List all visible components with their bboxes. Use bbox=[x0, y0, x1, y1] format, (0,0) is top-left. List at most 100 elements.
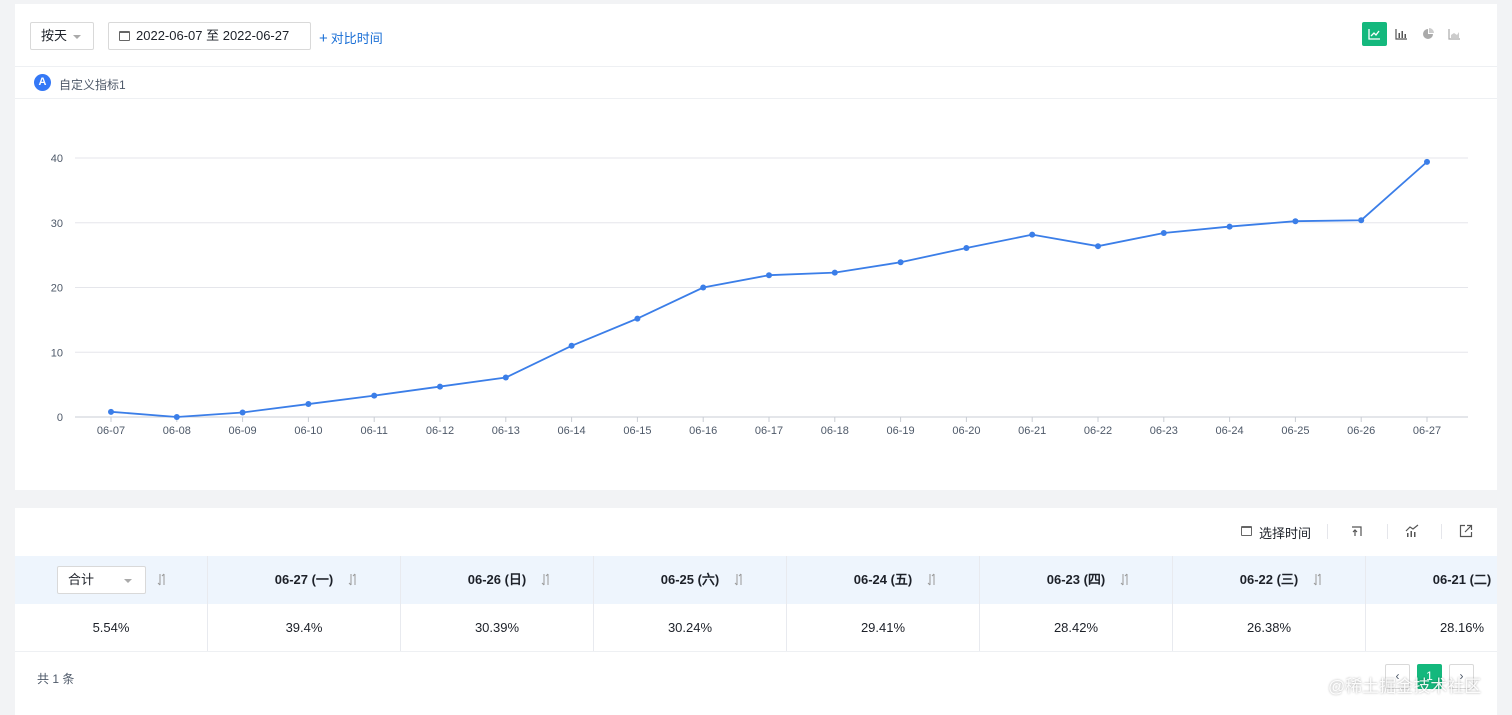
data-point bbox=[766, 272, 772, 279]
date-range-value: 2022-06-07 至 2022-06-27 bbox=[136, 28, 290, 43]
divider bbox=[1441, 524, 1442, 539]
granularity-select[interactable]: 按天 bbox=[30, 22, 94, 50]
page-button-current[interactable]: 1 bbox=[1417, 664, 1442, 689]
data-point bbox=[1358, 217, 1365, 224]
table-column-header[interactable]: 06-26 (日) bbox=[401, 556, 594, 604]
metric-badge: A bbox=[34, 74, 51, 91]
table-cell: 39.4% bbox=[208, 604, 401, 651]
metric-label[interactable]: 自定义指标1 bbox=[59, 78, 126, 92]
table-cell: 5.54% bbox=[15, 604, 208, 651]
table-cell: 26.38% bbox=[1173, 604, 1366, 651]
x-tick-label: 06-15 bbox=[623, 425, 651, 437]
column-header-label: 06-22 (三) bbox=[1239, 572, 1299, 587]
table-actions: 选择时间 bbox=[15, 508, 1497, 556]
total-count: 共 1 条 bbox=[37, 672, 75, 686]
x-tick-label: 06-18 bbox=[821, 425, 849, 437]
x-tick-label: 06-11 bbox=[361, 425, 388, 437]
sort-icon[interactable] bbox=[348, 573, 358, 586]
summary-select-value: 合计 bbox=[68, 572, 95, 587]
data-point bbox=[1226, 223, 1233, 230]
granularity-value: 按天 bbox=[41, 28, 68, 43]
y-tick-label: 20 bbox=[51, 283, 63, 295]
table-column-header[interactable]: 06-27 (一) bbox=[208, 556, 401, 604]
y-tick-label: 40 bbox=[51, 153, 63, 165]
data-point bbox=[1160, 229, 1167, 236]
divider bbox=[1327, 524, 1328, 539]
data-point bbox=[700, 284, 707, 291]
sort-icon[interactable] bbox=[157, 573, 167, 586]
transpose-icon[interactable] bbox=[1350, 524, 1364, 538]
table-column-header[interactable]: 06-22 (三) bbox=[1173, 556, 1366, 604]
series-line bbox=[110, 161, 1428, 418]
divider bbox=[1387, 524, 1388, 539]
compare-time-link[interactable]: + 对比时间 bbox=[319, 28, 383, 47]
x-tick-label: 06-08 bbox=[163, 425, 191, 437]
x-tick-label: 06-20 bbox=[952, 425, 980, 437]
data-point bbox=[634, 315, 641, 322]
bar-chart-view-button[interactable] bbox=[1389, 22, 1414, 46]
table-cell: 28.16% bbox=[1366, 604, 1497, 651]
sort-icon[interactable] bbox=[734, 573, 744, 586]
y-tick-label: 0 bbox=[57, 412, 63, 424]
pie-chart-icon bbox=[1423, 28, 1434, 39]
data-point bbox=[502, 374, 509, 381]
data-point bbox=[1292, 218, 1299, 225]
sort-icon[interactable] bbox=[927, 573, 937, 586]
data-point bbox=[437, 383, 443, 390]
line-chart: 0 10 20 30 40 06-07 06-08 06-09 06-10 06-11 06-12 0… bbox=[51, 153, 1468, 437]
summary-select[interactable]: 合计 bbox=[57, 566, 146, 594]
y-tick-label: 30 bbox=[51, 218, 63, 230]
x-tick-label: 06-25 bbox=[1281, 425, 1309, 437]
table-cell: 29.41% bbox=[787, 604, 980, 651]
x-tick-label: 06-23 bbox=[1150, 425, 1178, 437]
x-tick-label: 06-10 bbox=[294, 425, 322, 437]
x-tick-label: 06-17 bbox=[755, 425, 783, 437]
export-icon[interactable] bbox=[1459, 524, 1473, 538]
trend-chart-icon[interactable] bbox=[1405, 524, 1419, 538]
data-point bbox=[371, 392, 378, 399]
column-header-label: 06-21 (二) bbox=[1432, 572, 1492, 587]
x-tick-label: 06-12 bbox=[426, 425, 454, 437]
x-tick-label: 06-16 bbox=[689, 425, 717, 437]
y-tick-label: 10 bbox=[51, 347, 63, 359]
chevron-down-icon bbox=[124, 579, 132, 583]
data-point bbox=[1424, 158, 1430, 165]
column-header-label: 06-24 (五) bbox=[853, 572, 913, 587]
chevron-down-icon bbox=[73, 35, 81, 39]
table-cell: 30.39% bbox=[401, 604, 594, 651]
table-column-header[interactable]: 06-25 (六) bbox=[594, 556, 787, 604]
data-point bbox=[239, 409, 246, 416]
x-tick-label: 06-21 bbox=[1018, 425, 1046, 437]
data-point bbox=[1095, 243, 1101, 250]
table-column-header[interactable]: 06-21 (二) bbox=[1366, 556, 1497, 604]
metric-legend-bar: A 自定义指标1 bbox=[15, 66, 1497, 99]
prev-page-button[interactable]: ‹ bbox=[1385, 664, 1410, 689]
chart-panel: 按天 2022-06-07 至 2022-06-27 + 对比时间 bbox=[15, 4, 1497, 490]
data-point bbox=[108, 408, 114, 415]
plus-icon: + bbox=[319, 30, 328, 47]
sort-icon[interactable] bbox=[1120, 573, 1130, 586]
table-column-header[interactable]: 06-23 (四) bbox=[980, 556, 1173, 604]
table-row: 5.54% 39.4% 30.39% 30.24% 29.41% 28.42% … bbox=[15, 604, 1497, 652]
x-tick-label: 06-13 bbox=[492, 425, 520, 437]
table-cell: 30.24% bbox=[594, 604, 787, 651]
next-page-button[interactable]: › bbox=[1449, 664, 1474, 689]
table-column-header[interactable]: 06-24 (五) bbox=[787, 556, 980, 604]
data-point bbox=[963, 245, 970, 252]
pie-chart-view-button[interactable] bbox=[1416, 22, 1441, 46]
watermark: @稀土掘金技术社区 bbox=[1328, 677, 1482, 696]
data-point bbox=[305, 401, 312, 408]
select-time-button[interactable]: 选择时间 bbox=[1241, 523, 1311, 542]
area-chart-view-button[interactable] bbox=[1442, 22, 1467, 46]
chevron-right-icon: › bbox=[1459, 669, 1464, 683]
data-point bbox=[897, 259, 904, 266]
chart-toolbar: 按天 2022-06-07 至 2022-06-27 + 对比时间 bbox=[15, 4, 1497, 66]
column-header-label: 06-23 (四) bbox=[1046, 572, 1106, 587]
sort-icon[interactable] bbox=[541, 573, 551, 586]
data-point bbox=[568, 342, 575, 349]
data-point bbox=[173, 414, 180, 420]
calendar-icon bbox=[119, 31, 130, 41]
date-range-picker[interactable]: 2022-06-07 至 2022-06-27 bbox=[108, 22, 311, 50]
sort-icon[interactable] bbox=[1313, 573, 1323, 586]
line-chart-view-button[interactable] bbox=[1362, 22, 1387, 46]
